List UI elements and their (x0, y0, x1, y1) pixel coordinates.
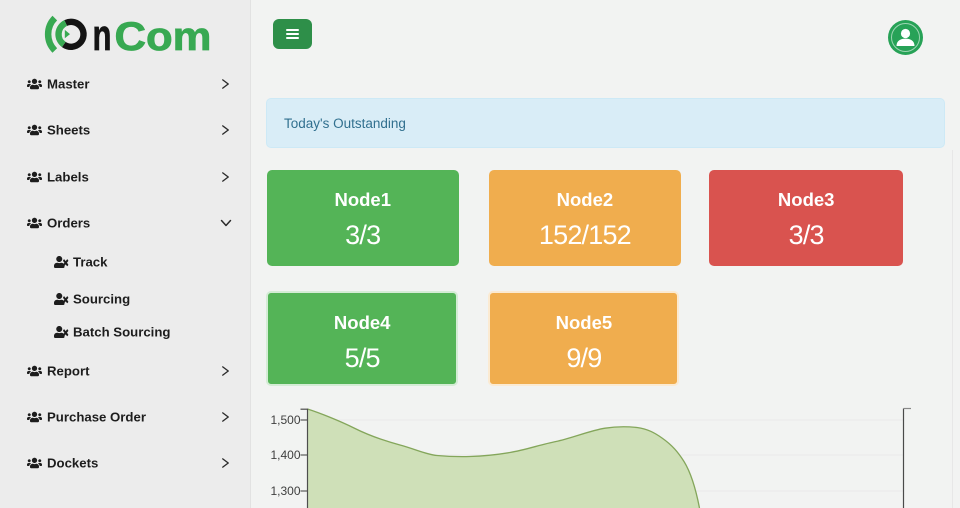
svg-text:1,400: 1,400 (270, 448, 300, 462)
svg-text:1,500: 1,500 (270, 413, 300, 427)
svg-text:Com: Com (115, 15, 212, 59)
svg-text:1,300: 1,300 (270, 484, 300, 498)
svg-text:n: n (93, 11, 112, 60)
